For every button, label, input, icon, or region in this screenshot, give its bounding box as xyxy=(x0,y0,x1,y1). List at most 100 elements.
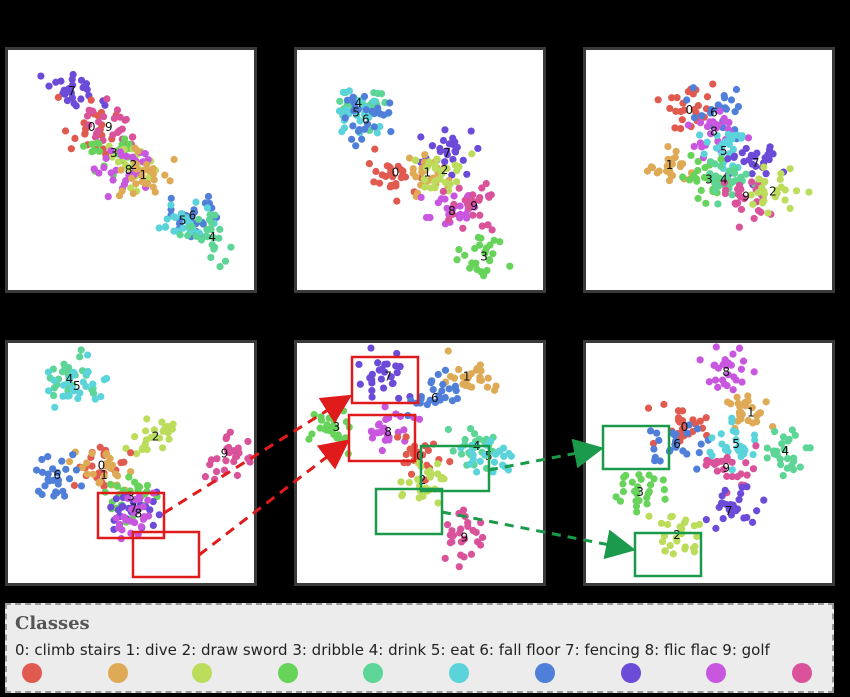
scatter-point xyxy=(204,225,213,234)
scatter-point xyxy=(724,371,732,379)
scatter-point xyxy=(457,450,466,458)
scatter-point xyxy=(685,421,693,429)
cluster-label: 5 xyxy=(73,379,81,393)
scatter-point xyxy=(51,403,59,411)
cluster-label: 5 xyxy=(352,105,360,119)
scatter-point xyxy=(695,520,704,528)
scatter-point xyxy=(132,160,140,168)
scatter-point xyxy=(343,96,352,104)
cluster-label: 0 xyxy=(416,449,424,463)
scatter-point xyxy=(368,386,376,395)
scatter-point xyxy=(149,521,157,529)
scatter-point xyxy=(59,487,67,495)
scatter-point xyxy=(220,466,229,474)
scatter-point xyxy=(129,153,137,161)
legend-swatch xyxy=(535,663,555,683)
scatter-point xyxy=(779,433,788,441)
scatter-point xyxy=(718,143,726,151)
scatter-point xyxy=(421,183,429,191)
scatter-point xyxy=(437,167,445,175)
scatter-point xyxy=(446,539,454,547)
scatter-point xyxy=(339,88,348,96)
scatter-point xyxy=(58,457,66,465)
scatter-point xyxy=(141,427,150,435)
scatter-point xyxy=(714,181,722,189)
scatter-point xyxy=(113,482,121,490)
cluster-label: 9 xyxy=(460,530,468,544)
scatter-point xyxy=(477,234,485,242)
cluster-label: 6 xyxy=(189,209,197,223)
cluster-label: 2 xyxy=(130,158,138,172)
scatter-point xyxy=(439,187,447,196)
scatter-point xyxy=(83,459,91,467)
scatter-point xyxy=(417,133,425,141)
scatter-point xyxy=(100,163,108,172)
scatter-point xyxy=(694,157,702,166)
scatter-point xyxy=(666,161,674,169)
scatter-point xyxy=(221,257,230,265)
scatter-point xyxy=(132,450,141,458)
scatter-point xyxy=(443,150,451,159)
scatter-point xyxy=(340,124,349,132)
scatter-point xyxy=(466,460,474,468)
scatter-point xyxy=(41,482,49,490)
scatter-point xyxy=(738,483,746,491)
scatter-point xyxy=(666,104,674,113)
scatter-point xyxy=(233,471,241,480)
scatter-point xyxy=(79,378,87,386)
scatter-point xyxy=(211,211,219,219)
scatter-point xyxy=(673,94,681,102)
cluster-label: 8 xyxy=(125,163,133,177)
scatter-point xyxy=(439,380,447,389)
scatter-point xyxy=(712,524,720,532)
scatter-point xyxy=(89,107,97,115)
scatter-point xyxy=(695,449,703,457)
scatter-point xyxy=(158,444,167,452)
cluster-label: 8 xyxy=(135,506,143,520)
legend-swatch xyxy=(792,663,812,683)
scatter-point xyxy=(70,481,79,490)
scatter-point xyxy=(215,234,223,242)
scatter-point xyxy=(690,113,699,122)
scatter-point xyxy=(672,147,680,156)
scatter-point xyxy=(122,444,130,452)
scatter-point xyxy=(669,155,677,163)
scatter-point xyxy=(700,150,708,158)
cluster-label: 8 xyxy=(710,125,718,139)
scatter-point xyxy=(449,155,457,164)
scatter-point xyxy=(784,437,792,445)
scatter-point xyxy=(132,180,140,188)
scatter-point xyxy=(88,140,96,148)
scatter-point xyxy=(484,374,492,382)
scatter-point xyxy=(183,217,191,225)
scatter-point xyxy=(404,459,412,467)
scatter-point xyxy=(70,368,78,376)
scatter-point xyxy=(53,469,62,477)
scatter-point xyxy=(129,189,137,198)
scatter-point xyxy=(671,124,679,132)
cluster-label: 6 xyxy=(673,437,681,451)
scatter-point xyxy=(477,367,485,375)
scatter-point xyxy=(68,75,76,83)
scatter-point xyxy=(748,170,756,178)
scatter-point xyxy=(674,416,683,424)
scatter-point xyxy=(653,429,661,437)
scatter-point xyxy=(350,99,358,107)
scatter-point xyxy=(444,347,452,355)
scatter-point xyxy=(131,478,139,486)
scatter-point xyxy=(167,201,175,209)
scatter-point xyxy=(61,127,70,135)
scatter-point xyxy=(463,214,471,222)
scatter-point xyxy=(32,466,41,474)
scatter-point xyxy=(44,368,52,376)
scatter-point xyxy=(706,158,715,166)
scatter-point xyxy=(61,363,69,371)
scatter-point xyxy=(476,211,484,219)
scatter-point xyxy=(227,243,235,251)
scatter-point xyxy=(151,188,159,196)
scatter-point xyxy=(464,522,472,531)
scatter-point xyxy=(441,158,449,166)
scatter-point xyxy=(475,435,484,443)
scatter-point xyxy=(339,407,348,415)
